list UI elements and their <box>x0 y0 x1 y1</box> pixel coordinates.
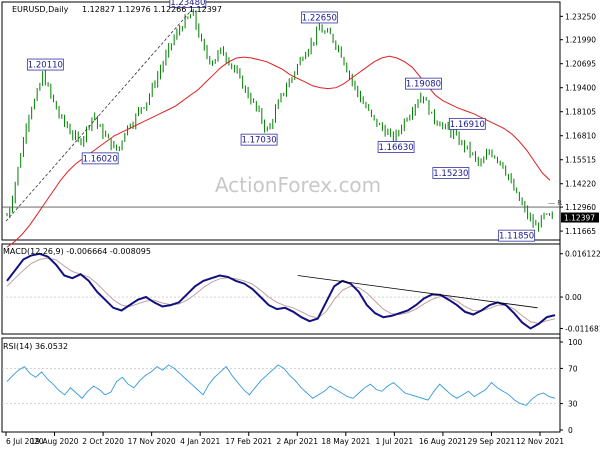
watermark: ActionForex.com <box>215 173 381 197</box>
swing-label-box <box>169 0 207 8</box>
swing-label-box <box>405 77 442 90</box>
swing-label-box <box>432 167 470 179</box>
x-tick-label-5: 17 Feb 2021 <box>225 437 272 446</box>
x-tick-label-1: 19 Aug 2020 <box>31 437 79 446</box>
x-tick-label-3: 17 Nov 2020 <box>128 437 176 446</box>
swing-label-text: 1.17030 <box>242 136 277 146</box>
macd-title: MACD(12,26,9) -0.006664 -0.008095 <box>3 247 151 256</box>
rsi-line <box>6 364 556 406</box>
swing-label-text: 1.15230 <box>433 169 468 179</box>
swing-label-box <box>498 229 536 242</box>
x-tick-label-4: 4 Jan 2021 <box>180 437 220 446</box>
swing-label-8: 1.15230 <box>432 167 470 179</box>
price-tick-label-5: 1.16810 <box>565 132 596 141</box>
symbol-label: EURUSD,Daily <box>12 5 69 14</box>
price-tick-label-7: 1.14220 <box>565 180 596 189</box>
current-price-box <box>561 212 599 223</box>
swing-label-7: 1.16910 <box>448 117 486 130</box>
swing-label-text: 1.11850 <box>499 232 534 242</box>
price-tick-label-8: 1.12960 <box>565 203 596 212</box>
x-tick-label-7: 18 May 2021 <box>321 437 370 446</box>
macd-tick-label-2: -0.011681 <box>565 324 600 333</box>
rsi-tick-label-0: 100 <box>568 338 583 347</box>
swing-label-text: 1.19080 <box>406 80 441 90</box>
x-tick-label-10: 29 Sep 2021 <box>468 437 516 446</box>
swing-label-1: 1.16020 <box>81 152 119 165</box>
macd-main-line <box>6 252 556 330</box>
price-tick-label-2: 1.20695 <box>565 60 596 69</box>
swing-label-text: 1.16910 <box>450 120 485 130</box>
dashed-trendline <box>5 9 193 222</box>
rsi-tick-label-1: 70 <box>568 364 578 373</box>
swing-label-5: 1.16630 <box>377 141 415 153</box>
x-tick-label-11: 12 Nov 2021 <box>516 437 564 446</box>
x-tick-label-8: 1 Jul 2021 <box>376 437 414 446</box>
x-tick-label-2: 2 Oct 2020 <box>82 437 124 446</box>
price-tick-label-3: 1.19400 <box>565 84 596 93</box>
x-tick-label-0: 6 Jul 2020 <box>6 437 44 446</box>
rsi-tick-label-2: 30 <box>568 400 578 409</box>
swing-label-6: 1.19080 <box>405 77 442 90</box>
swing-label-text: 1.20110 <box>28 61 63 71</box>
moving-average-line <box>6 55 551 248</box>
swing-label-box <box>240 133 278 146</box>
swing-label-box <box>448 117 486 130</box>
x-tick-label-6: 2 Apr 2021 <box>276 437 318 446</box>
price-tick-label-9: 1.11665 <box>565 227 596 236</box>
swing-label-box <box>26 58 64 71</box>
price-tick-label-4: 1.18105 <box>565 108 596 117</box>
swing-label-text: 1.16020 <box>83 154 118 164</box>
macd-tick-label-0: 0.016122 <box>565 250 600 259</box>
swing-label-9: 1.11850 <box>498 229 536 242</box>
swing-label-text: 1.23480 <box>170 0 205 8</box>
macd-trendline <box>297 275 538 309</box>
swing-label-3: 1.17030 <box>240 133 278 146</box>
price-tick-label-6: 1.15515 <box>565 156 596 165</box>
current-price-label: 1.12397 <box>564 214 595 223</box>
rsi-panel-frame <box>1 337 561 433</box>
level-line-label: — R <box>548 199 562 207</box>
swing-label-box <box>300 11 338 24</box>
swing-label-text: 1.16630 <box>379 143 414 153</box>
swing-label-text: 1.22650 <box>302 13 337 23</box>
macd-panel-frame <box>1 243 561 335</box>
macd-signal-line <box>6 257 556 324</box>
swing-label-box <box>377 141 415 153</box>
swing-label-2: 1.23480 <box>169 0 207 8</box>
swing-label-box <box>81 152 119 165</box>
x-tick-label-9: 16 Aug 2021 <box>419 437 467 446</box>
price-tick-label-1: 1.21990 <box>565 36 596 45</box>
ohlc-label: 1.12827 1.12976 1.12266 1.12397 <box>82 5 222 14</box>
rsi-title: RSI(14) 36.0532 <box>3 342 68 351</box>
rsi-tick-label-3: 0 <box>568 426 573 435</box>
swing-label-0: 1.20110 <box>26 58 64 71</box>
macd-tick-label-1: 0.00 <box>565 293 582 302</box>
swing-label-4: 1.22650 <box>300 11 338 24</box>
price-tick-label-0: 1.23250 <box>565 12 596 21</box>
